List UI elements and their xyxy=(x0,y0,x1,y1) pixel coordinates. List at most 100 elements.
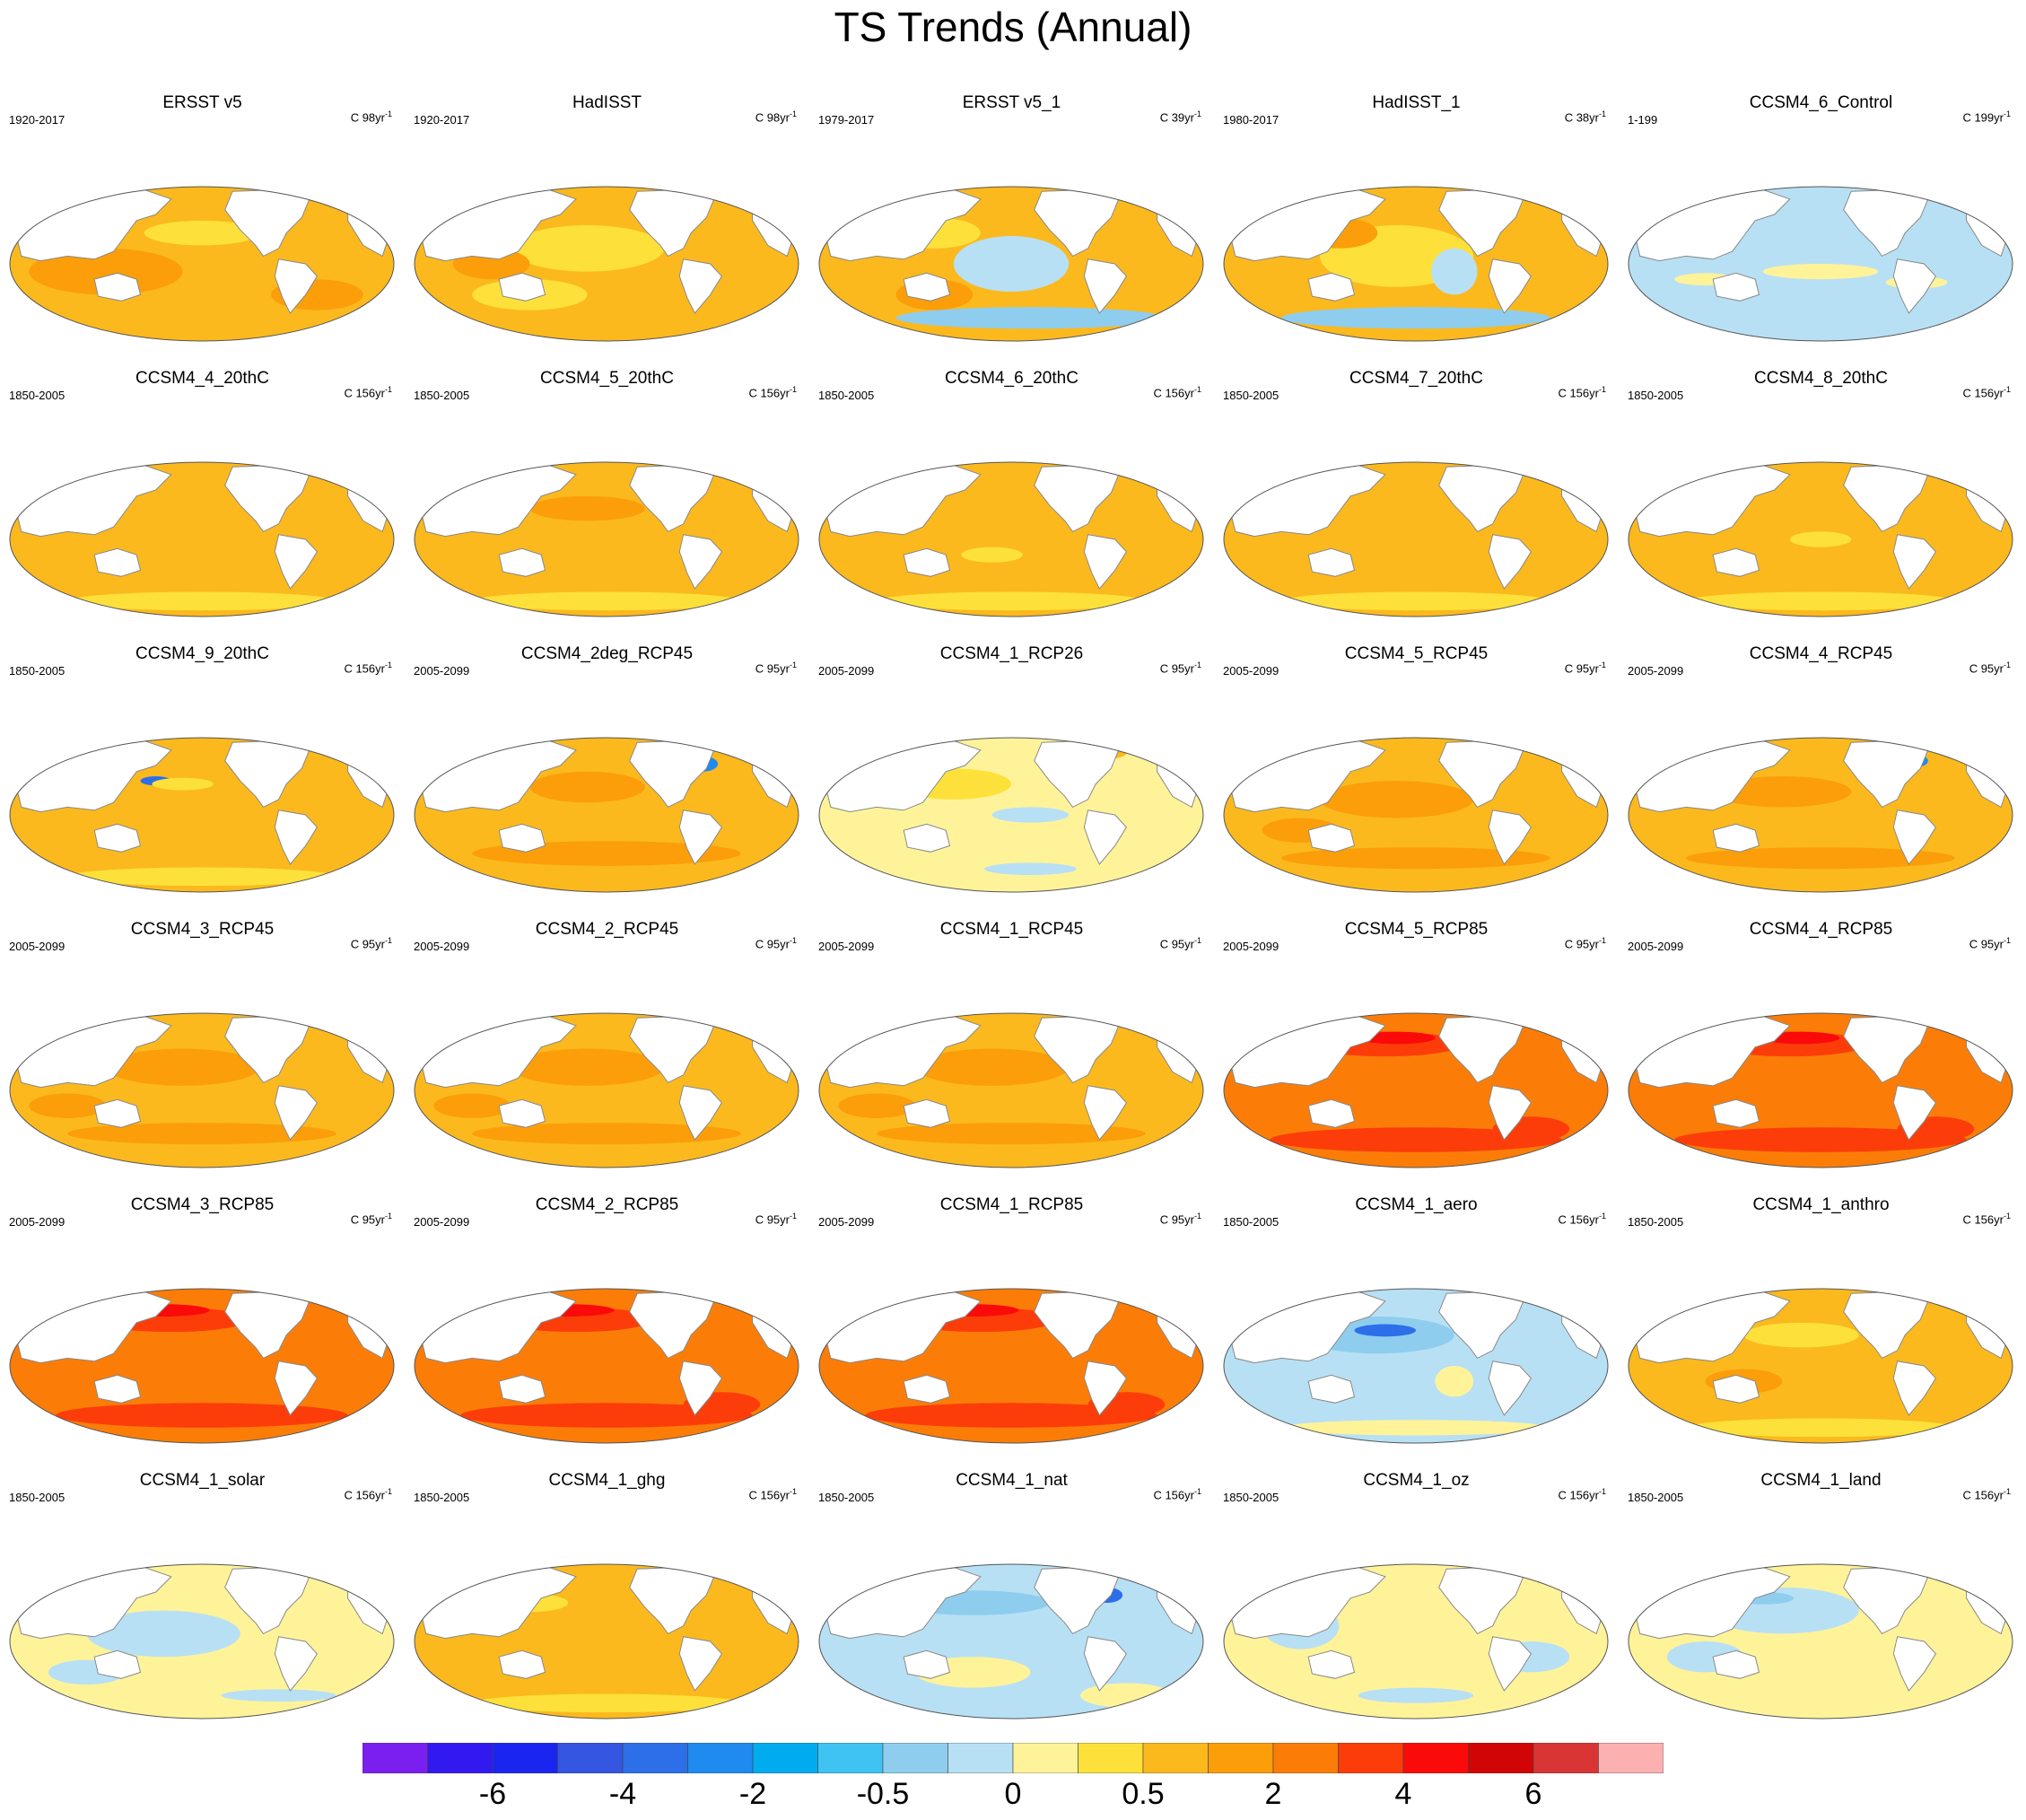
south-america-landmass xyxy=(274,809,319,865)
panel-title: CCSM4_6_Control xyxy=(1749,93,1893,112)
south-america-landmass xyxy=(1892,258,1937,314)
panel-title: CCSM4_1_aero xyxy=(1355,1195,1478,1214)
panel-title: ERSST v5 xyxy=(162,93,242,112)
south-america-landmass xyxy=(1083,1361,1128,1416)
australia-landmass xyxy=(93,272,142,302)
map-panel: CCSM4_5_RCP45 2005-2099 C 95yr-1 xyxy=(1214,639,1619,908)
panel-period: 1979-2017 xyxy=(818,113,875,127)
panel-unit: C 199yr-1 xyxy=(1962,109,2011,125)
panel-unit: C 95yr-1 xyxy=(1969,661,2011,676)
map-globe xyxy=(1223,186,1609,342)
panel-period: 2005-2099 xyxy=(414,940,470,953)
trend-patch xyxy=(221,1689,336,1702)
trend-patch xyxy=(1762,1031,1840,1045)
map-border xyxy=(9,1012,395,1168)
panel-unit: C 156yr-1 xyxy=(1153,385,1201,400)
map-border xyxy=(1628,461,2013,617)
map-globe xyxy=(818,1012,1204,1168)
map-globe xyxy=(1223,461,1609,617)
colorbar-swatch xyxy=(557,1743,624,1773)
map-globe xyxy=(414,461,799,617)
south-america-landmass xyxy=(678,258,723,314)
australia-landmass xyxy=(1712,1098,1760,1128)
colorbar-swatch xyxy=(1468,1743,1534,1773)
colorbar-swatch xyxy=(687,1743,754,1773)
panel-period: 1850-2005 xyxy=(818,389,875,402)
map-border xyxy=(1628,737,2013,893)
panel-title: CCSM4_1_land xyxy=(1760,1471,1882,1490)
panel-title: CCSM4_5_20thC xyxy=(540,369,674,388)
trend-patch xyxy=(56,1403,348,1428)
panel-period: 2005-2099 xyxy=(1223,940,1279,953)
map-border xyxy=(1223,186,1609,342)
australia-landmass xyxy=(498,272,546,302)
panel-period: 2005-2099 xyxy=(1628,664,1684,678)
map-globe xyxy=(414,186,799,342)
map-border xyxy=(1223,1012,1609,1168)
australia-landmass xyxy=(1307,547,1356,577)
colorbar-swatch xyxy=(1598,1743,1664,1773)
colorbar-swatch xyxy=(882,1743,948,1773)
colorbar-tick-label: -2 xyxy=(738,1777,767,1811)
map-border xyxy=(818,1288,1204,1444)
south-america-landmass xyxy=(1892,1361,1937,1416)
south-america-landmass xyxy=(274,1361,319,1416)
colorbar-swatch xyxy=(622,1743,688,1773)
colorbar-swatch xyxy=(1078,1743,1144,1773)
colorbar-tick-label: -4 xyxy=(608,1777,637,1811)
south-america-landmass xyxy=(1892,809,1937,865)
panel-period: 1850-2005 xyxy=(9,1491,65,1504)
map-panel: HadISST_1 1980-2017 C 38yr-1 xyxy=(1214,88,1619,357)
panel-title: CCSM4_3_RCP85 xyxy=(130,1195,275,1214)
trend-patch xyxy=(106,1048,260,1086)
map-border xyxy=(818,737,1204,893)
panel-period: 2005-2099 xyxy=(414,1215,470,1229)
map-panel: CCSM4_4_20thC 1850-2005 C 156yr-1 xyxy=(0,363,405,633)
panel-title: CCSM4_1_solar xyxy=(139,1471,266,1490)
australia-landmass xyxy=(903,823,951,853)
south-america-landmass xyxy=(274,258,319,314)
australia-landmass xyxy=(903,1098,951,1128)
map-globe xyxy=(1628,1288,2013,1444)
panel-period: 1-199 xyxy=(1628,113,1658,127)
panel-unit: C 95yr-1 xyxy=(350,936,392,951)
south-america-landmass xyxy=(1488,1361,1533,1416)
map-border xyxy=(9,461,395,617)
trend-patch xyxy=(1674,1127,1967,1152)
australia-landmass xyxy=(1712,823,1760,853)
map-border xyxy=(818,1563,1204,1719)
south-america-landmass xyxy=(274,1636,319,1692)
south-america-landmass xyxy=(1083,809,1128,865)
panel-unit: C 156yr-1 xyxy=(344,385,392,400)
australia-landmass xyxy=(1307,272,1356,302)
map-panel: CCSM4_2_RCP85 2005-2099 C 95yr-1 xyxy=(405,1190,809,1459)
australia-landmass xyxy=(903,547,951,577)
panel-title: CCSM4_4_RCP85 xyxy=(1749,920,1893,939)
panel-unit: C 95yr-1 xyxy=(1564,661,1606,676)
map-border xyxy=(1223,737,1609,893)
panel-period: 1920-2017 xyxy=(9,113,65,127)
map-border xyxy=(1223,1288,1609,1444)
panel-unit: C 156yr-1 xyxy=(1558,385,1606,400)
map-border xyxy=(818,1012,1204,1168)
map-globe xyxy=(1223,737,1609,893)
south-america-landmass xyxy=(274,1085,319,1141)
map-globe xyxy=(1628,1012,2013,1168)
map-globe xyxy=(1628,186,2013,342)
colorbar-swatch xyxy=(362,1743,428,1773)
australia-landmass xyxy=(93,547,142,577)
map-panel: CCSM4_1_RCP45 2005-2099 C 95yr-1 xyxy=(809,914,1214,1184)
trend-patch xyxy=(915,1048,1070,1086)
australia-landmass xyxy=(1307,1649,1356,1679)
panel-period: 2005-2099 xyxy=(1223,664,1279,678)
australia-landmass xyxy=(498,1649,546,1679)
australia-landmass xyxy=(1307,1098,1356,1128)
trend-patch xyxy=(1281,847,1550,870)
panel-title: CCSM4_4_20thC xyxy=(135,369,269,388)
australia-landmass xyxy=(93,1098,142,1128)
map-border xyxy=(1628,1288,2013,1444)
map-border xyxy=(414,737,799,893)
map-panel: CCSM4_5_RCP85 2005-2099 C 95yr-1 xyxy=(1214,914,1619,1184)
map-globe xyxy=(414,1288,799,1444)
trend-patch xyxy=(86,1610,240,1658)
